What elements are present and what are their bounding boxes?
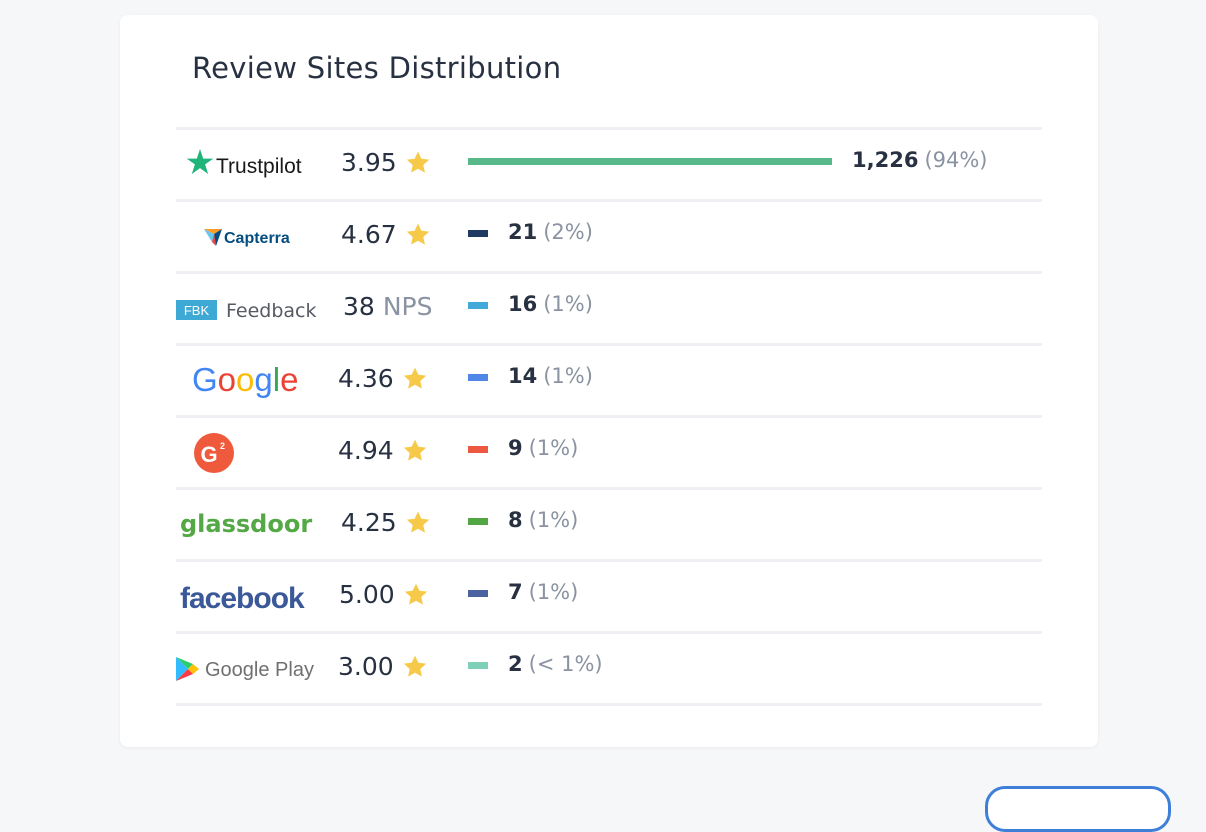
review-sites-card: Review Sites Distribution Trustpilot 3.9… [120,15,1098,747]
review-count: 1,226 (94%) [852,148,988,172]
rating-value: 4.94 [338,436,428,465]
google-logo: Google [176,346,326,416]
star-icon [406,511,429,533]
divider [176,343,1042,346]
divider [176,127,1042,130]
review-row-facebook[interactable]: facebook 5.00 7 (1%) [176,562,1042,632]
distribution-bar [468,446,488,453]
divider [176,703,1042,706]
svg-text:facebook: facebook [180,582,305,615]
distribution-bar [468,662,488,669]
divider [176,415,1042,418]
star-icon [406,223,429,245]
review-row-feedback[interactable]: FBK Feedback 38 NPS 16 (1%) [176,274,1042,344]
feedback-logo: FBK Feedback [176,274,336,344]
capterra-logo: Capterra [176,202,326,272]
distribution-bar [468,230,488,237]
review-row-g2[interactable]: G 2 4.94 9 (1%) [176,418,1042,488]
review-count: 21 (2%) [508,220,593,244]
svg-text:FBK: FBK [184,303,210,318]
rating-value: 4.25 [341,508,431,537]
rating-value: 3.95 [341,148,431,177]
star-icon [403,439,426,461]
capterra-arrow-icon [204,229,222,246]
svg-text:2: 2 [220,441,225,451]
rating-value: 3.00 [338,652,428,681]
trustpilot-logo: Trustpilot [176,130,326,200]
card-title: Review Sites Distribution [192,51,562,85]
divider [176,271,1042,274]
glassdoor-logo: glassdoor [176,490,326,560]
svg-text:Google: Google [192,361,298,398]
review-count: 14 (1%) [508,364,593,388]
review-count: 16 (1%) [508,292,593,316]
svg-text:Trustpilot: Trustpilot [216,155,302,178]
star-icon [403,367,426,389]
review-count: 8 (1%) [508,508,579,532]
review-row-glassdoor[interactable]: glassdoor 4.25 8 (1%) [176,490,1042,560]
rating-value: 5.00 [339,580,429,609]
review-row-capterra[interactable]: Capterra 4.67 21 (2%) [176,202,1042,272]
action-button[interactable] [985,786,1171,832]
trustpilot-star-icon [186,149,214,174]
facebook-logo: facebook [176,562,326,632]
svg-text:G: G [200,442,217,467]
review-row-google-play[interactable]: Google Play 3.00 2 (< 1%) [176,634,1042,704]
distribution-bar [468,518,488,525]
review-count: 7 (1%) [508,580,579,604]
review-count: 9 (1%) [508,436,579,460]
rating-value: 38 NPS [343,292,433,321]
star-icon [403,655,426,677]
divider [176,631,1042,634]
distribution-bar [468,302,488,309]
divider [176,559,1042,562]
divider [176,199,1042,202]
svg-text:glassdoor: glassdoor [180,510,312,538]
distribution-bar [468,590,488,597]
star-icon [404,583,427,605]
g2-logo: G 2 [176,418,326,488]
rating-value: 4.67 [341,220,431,249]
google-play-logo: Google Play [176,634,336,704]
distribution-bar [468,158,832,165]
distribution-bar [468,374,488,381]
rating-value: 4.36 [338,364,428,393]
star-icon [406,151,429,173]
review-count: 2 (< 1%) [508,652,603,676]
review-row-google[interactable]: Google 4.36 14 (1%) [176,346,1042,416]
svg-text:Google Play: Google Play [205,659,314,681]
play-triangle-icon [176,657,199,681]
review-row-trustpilot[interactable]: Trustpilot 3.95 1,226 (94%) [176,130,1042,200]
svg-text:Feedback: Feedback [226,300,316,322]
divider [176,487,1042,490]
svg-text:Capterra: Capterra [224,230,290,247]
